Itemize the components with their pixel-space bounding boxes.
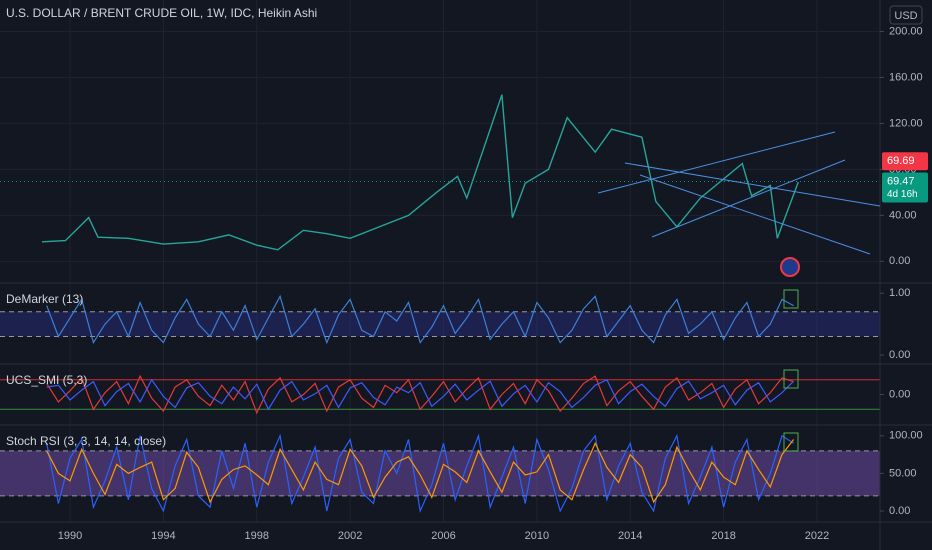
x-tick-label: 1990	[58, 530, 82, 542]
currency-label: USD	[894, 10, 917, 22]
y-tick-label: 120.00	[889, 117, 923, 129]
y-tick-label: 0.00	[889, 388, 910, 400]
grid	[0, 0, 880, 522]
x-tick-label: 2006	[431, 530, 455, 542]
y-tick-label: 1.00	[889, 287, 910, 299]
y-tick-label: 50.00	[889, 467, 917, 479]
trend-line	[624, 162, 881, 207]
x-tick-label: 2014	[618, 530, 642, 542]
indicator-marker	[783, 369, 799, 389]
indicator-line	[46, 439, 795, 504]
y-tick-label: 0.00	[889, 505, 910, 517]
y-tick-label: 0.00	[889, 255, 910, 267]
x-tick-label: 2010	[525, 530, 549, 542]
x-tick-label: 2002	[338, 530, 362, 542]
price-badge	[882, 152, 928, 171]
indicator-line	[46, 433, 794, 514]
y-tick-label: 40.00	[889, 209, 917, 221]
x-tick-label: 2022	[805, 530, 829, 542]
indicator-line	[46, 378, 795, 411]
indicator-marker	[783, 289, 799, 309]
countdown-label: 4d 16h	[887, 189, 918, 200]
x-tick-label: 2018	[711, 530, 735, 542]
chart-title: U.S. DOLLAR / BRENT CRUDE OIL, 1W, IDC, …	[6, 6, 317, 20]
price-badge-label: 69.69	[887, 155, 915, 167]
x-tick-label: 1994	[151, 530, 175, 542]
event-icon[interactable]	[780, 257, 800, 277]
y-tick-label: 100.00	[889, 430, 923, 442]
indicator-line	[46, 294, 794, 345]
trend-lines	[597, 131, 881, 255]
y-tick-label: 200.00	[889, 25, 923, 37]
y-tick-label: 160.00	[889, 71, 923, 83]
trend-line	[597, 131, 836, 194]
indicator-line	[46, 374, 794, 415]
indicator-marker	[783, 432, 799, 452]
y-tick-label: 0.00	[889, 349, 910, 361]
price-badge-label: 69.47	[887, 175, 915, 187]
x-tick-label: 1998	[245, 530, 269, 542]
marks	[0, 94, 880, 514]
indicator-title: Stoch RSI (3, 3, 14, 14, close)	[6, 434, 166, 448]
indicator-title: UCS_SMI (5,3)	[6, 373, 87, 387]
currency-button[interactable]	[889, 5, 923, 25]
trend-line	[651, 159, 846, 238]
trend-line	[639, 174, 871, 255]
level-band	[0, 311, 880, 337]
price-line	[41, 94, 799, 251]
indicator-title: DeMarker (13)	[6, 292, 83, 306]
price-badge	[882, 172, 928, 203]
